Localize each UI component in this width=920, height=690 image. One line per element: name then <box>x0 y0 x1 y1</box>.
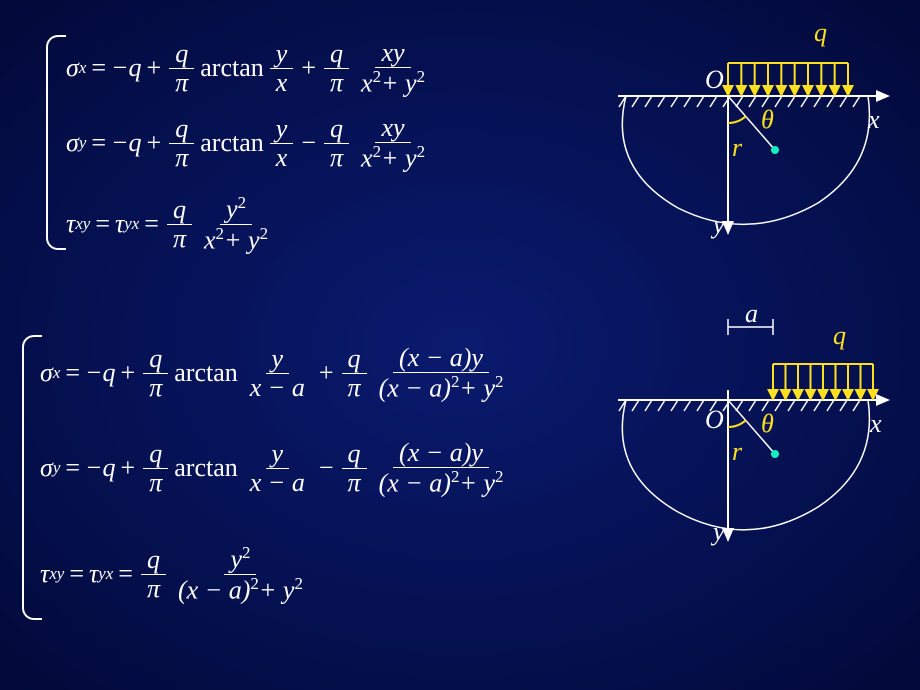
point-dot <box>771 146 779 154</box>
origin-label: O <box>705 405 724 434</box>
ground-hatch <box>619 96 860 107</box>
eq2-tau-xy: τxy = τyx = qπ y2 (x − a)2+ y2 <box>40 545 312 603</box>
x-label: x <box>869 409 882 438</box>
r-label: r <box>732 437 743 466</box>
theta-label: θ <box>761 409 774 438</box>
distributed-load <box>773 364 873 397</box>
theta-label: θ <box>761 105 774 134</box>
brace-2 <box>22 335 42 620</box>
eq1-sigma-y: σy = −q + qπ arctan yx − qπ xy x2+ y2 <box>66 115 434 172</box>
a-label: a <box>745 299 758 328</box>
theta-arc <box>728 116 746 123</box>
diagram-halfspace-offset-load: a O q θ r x y <box>608 292 908 552</box>
ground-hatch <box>619 400 860 411</box>
origin-label: O <box>705 65 724 94</box>
brace-1 <box>46 35 66 250</box>
body-boundary <box>622 96 869 224</box>
q-label: q <box>833 321 846 350</box>
point-dot <box>771 450 779 458</box>
eq2-sigma-y: σy = −q + qπ arctan yx − a − qπ (x − a)y… <box>40 440 512 497</box>
diagram-halfspace-origin-load: O q θ r x y <box>608 8 908 248</box>
distributed-load <box>728 63 848 93</box>
q-label: q <box>814 18 827 47</box>
eq2-sigma-x: σx = −q + qπ arctan yx − a + qπ (x − a)y… <box>40 345 512 402</box>
theta-arc <box>728 420 746 427</box>
x-label: x <box>867 105 880 134</box>
y-label: y <box>710 517 725 546</box>
r-label: r <box>732 133 743 162</box>
eq1-tau-xy: τxy = τyx = qπ y2 x2+ y2 <box>66 195 277 253</box>
y-label: y <box>710 210 725 239</box>
eq1-sigma-x: σx = −q + qπ arctan yx + qπ xy x2+ y2 <box>66 40 434 97</box>
